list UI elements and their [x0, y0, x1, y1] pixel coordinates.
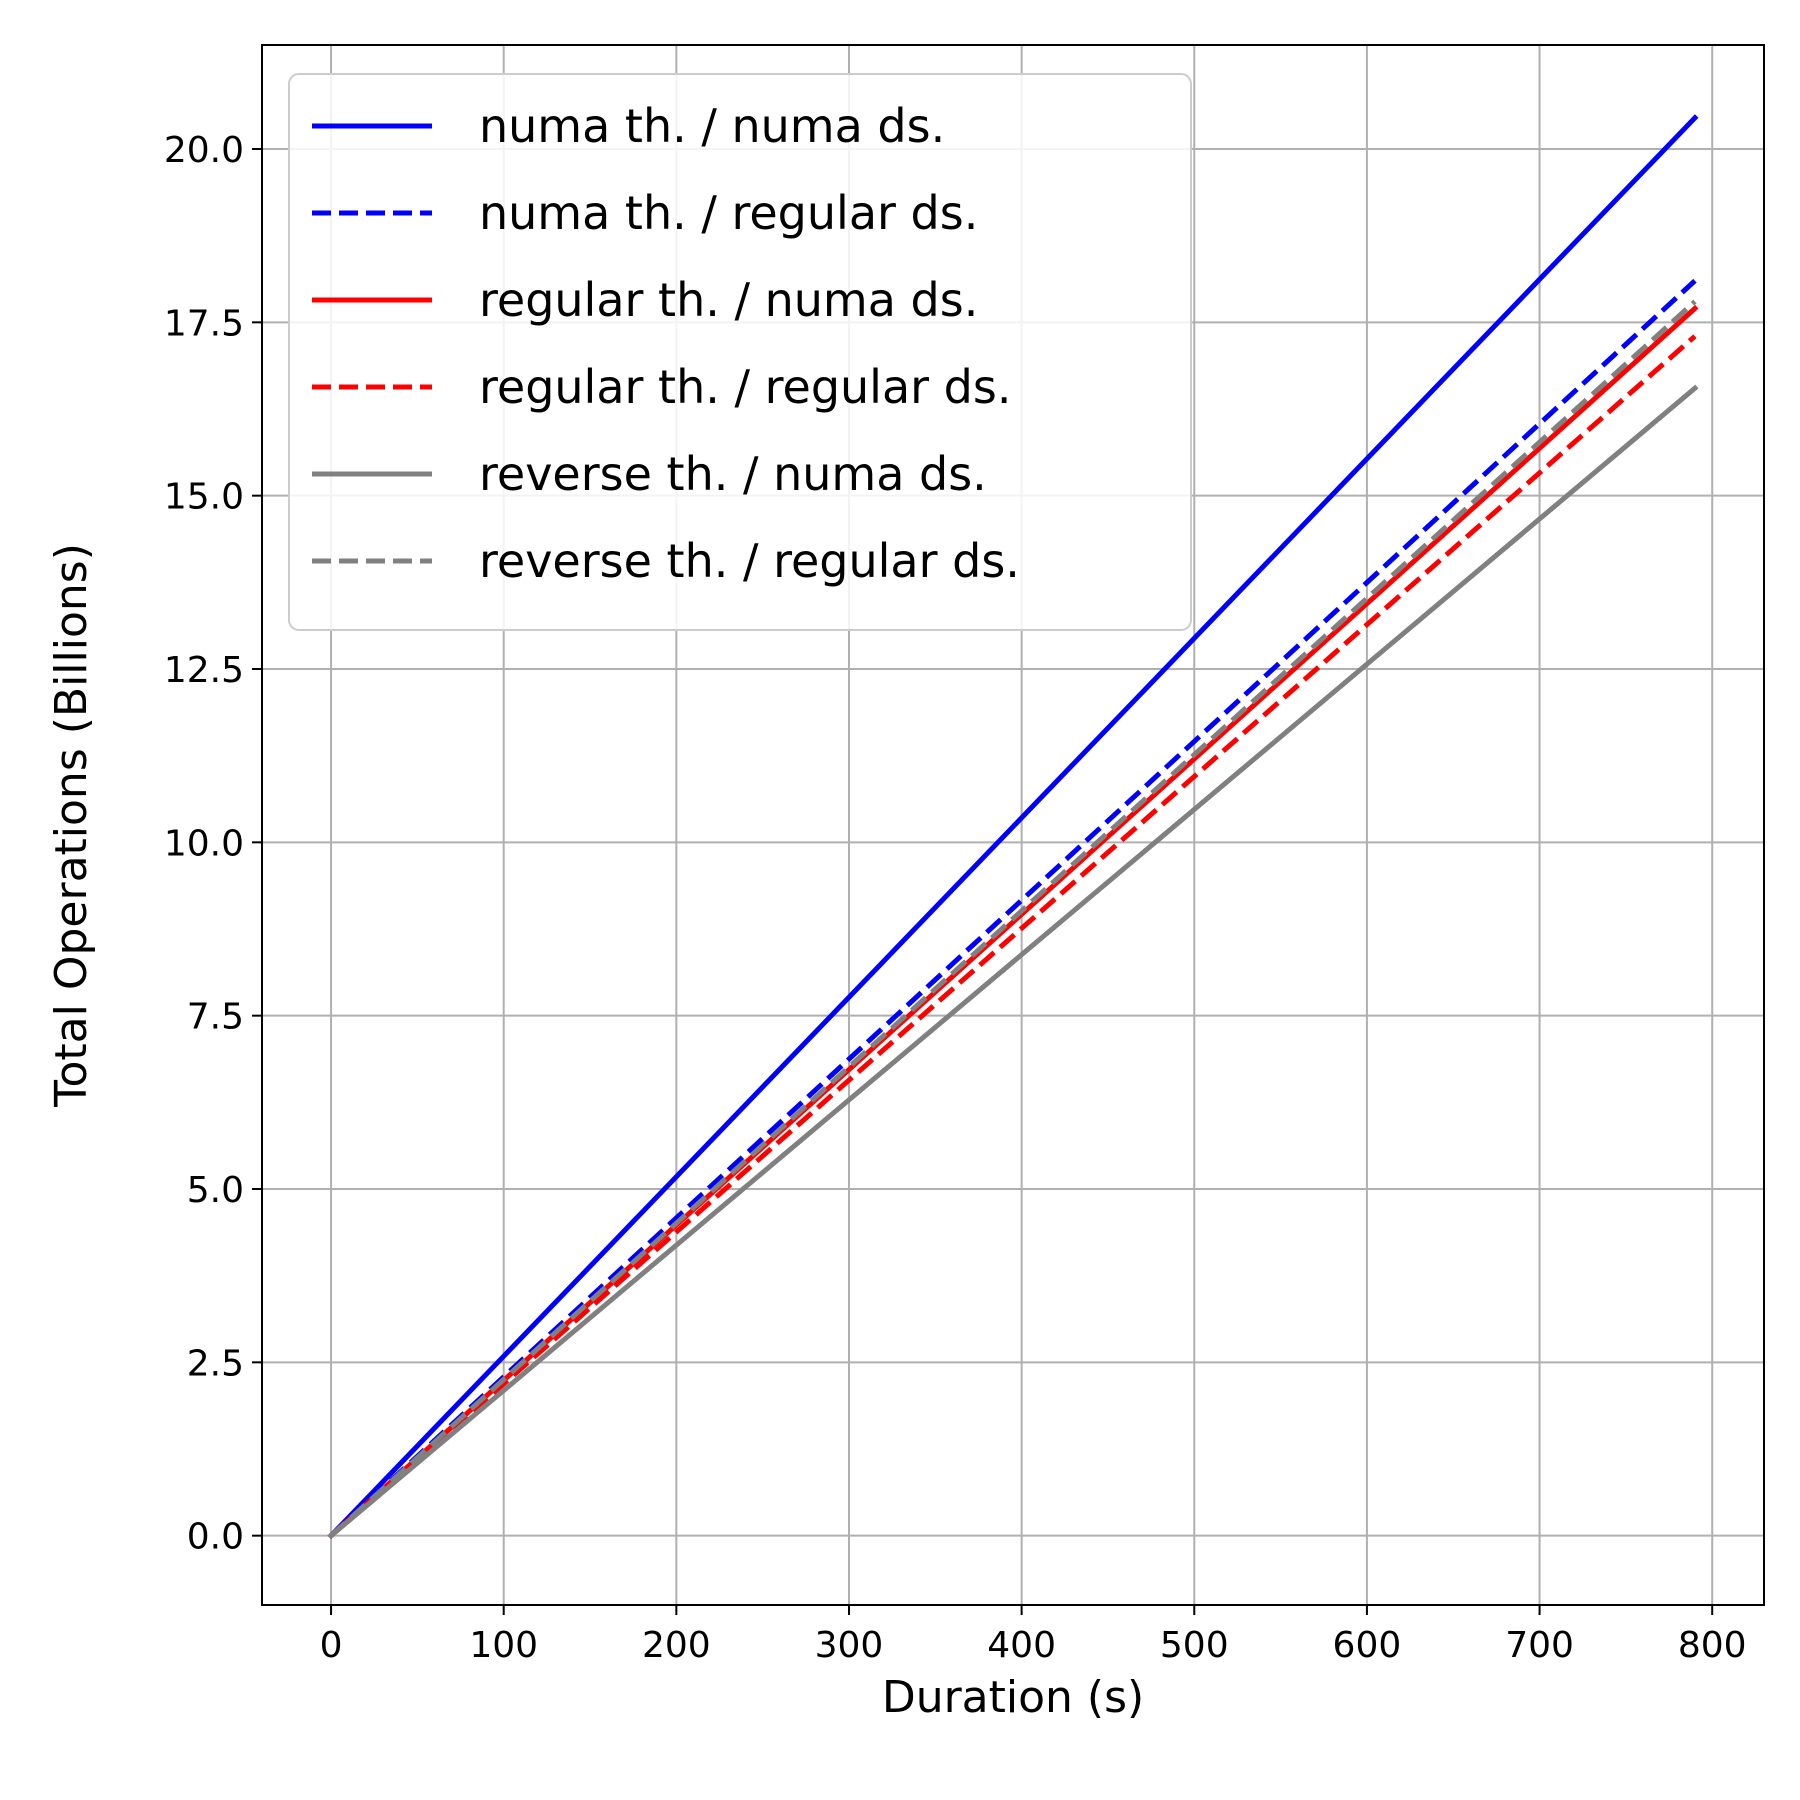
axis-ticks: 0 100 200 300 400 500 600 700 800 0.0 2.5 5.0 7.5 10.… [164, 130, 1747, 1666]
x-tick-label: 400 [987, 1625, 1056, 1666]
x-tick-label: 700 [1505, 1625, 1574, 1666]
x-tick-label: 600 [1333, 1625, 1402, 1666]
legend-label-4: regular th. / regular ds. [479, 360, 1011, 414]
y-axis-title: Total Operations (Billions) [46, 543, 97, 1108]
y-tick-label: 10.0 [164, 823, 244, 864]
series-line-2 [329, 278, 1697, 1538]
series-line-5 [327, 384, 1699, 1540]
legend-label-6: reverse th. / regular ds. [479, 534, 1020, 588]
x-tick-label: 800 [1678, 1625, 1747, 1666]
y-tick-label: 12.5 [164, 650, 244, 691]
series-lines [327, 114, 1699, 1540]
x-axis-title: Duration (s) [882, 1672, 1144, 1723]
y-tick-label: 5.0 [187, 1170, 244, 1211]
legend-label-2: numa th. / regular ds. [479, 186, 978, 240]
legend-label-1: numa th. / numa ds. [479, 99, 945, 153]
plot-frame [261, 44, 1765, 1606]
y-tick-label: 15.0 [164, 477, 244, 518]
series-line-6 [329, 299, 1697, 1538]
y-tick-label: 17.5 [164, 303, 244, 344]
legend-box [288, 73, 1192, 631]
x-tick-label: 300 [815, 1625, 884, 1666]
legend-label-5: reverse th. / numa ds. [479, 447, 987, 501]
y-tick-label: 2.5 [187, 1343, 244, 1384]
series-line-4 [329, 334, 1697, 1538]
x-tick-label: 200 [642, 1625, 711, 1666]
y-tick-label: 0.0 [187, 1517, 244, 1558]
y-tick-label: 7.5 [187, 997, 244, 1038]
x-tick-label: 500 [1160, 1625, 1229, 1666]
series-line-1 [327, 114, 1699, 1540]
legend-label-3: regular th. / numa ds. [479, 273, 978, 327]
legend: numa th. / numa ds. numa th. / regular ds… [288, 73, 1192, 631]
x-tick-label: 0 [320, 1625, 343, 1666]
x-tick-label: 100 [469, 1625, 538, 1666]
y-tick-label: 20.0 [164, 130, 244, 171]
